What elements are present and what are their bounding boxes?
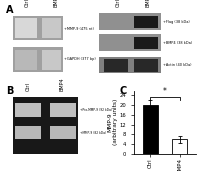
Text: +MMP-9 (475 nt): +MMP-9 (475 nt) bbox=[64, 27, 94, 31]
Bar bbox=[42, 50, 61, 70]
Bar bbox=[42, 18, 61, 38]
Text: Ctrl: Ctrl bbox=[116, 0, 120, 7]
Bar bbox=[99, 35, 161, 51]
Bar bbox=[104, 59, 128, 72]
Bar bbox=[99, 57, 161, 73]
Text: +Flag (38 kDa): +Flag (38 kDa) bbox=[163, 19, 190, 24]
Bar bbox=[15, 50, 37, 70]
Bar bbox=[13, 16, 63, 40]
Text: BMP4: BMP4 bbox=[60, 77, 65, 91]
Text: +MMP-9 (82 kDa): +MMP-9 (82 kDa) bbox=[80, 131, 106, 135]
Bar bbox=[134, 16, 158, 28]
Bar bbox=[172, 139, 187, 154]
Text: B: B bbox=[6, 86, 13, 95]
Bar bbox=[15, 126, 41, 139]
Bar bbox=[134, 59, 158, 72]
Text: +GAPDH (377 bp): +GAPDH (377 bp) bbox=[64, 57, 96, 61]
Bar bbox=[50, 126, 76, 139]
Text: +Pro-MMP-9 (92 kDa): +Pro-MMP-9 (92 kDa) bbox=[80, 108, 112, 112]
Bar bbox=[99, 14, 161, 30]
Text: BMP4: BMP4 bbox=[146, 0, 151, 7]
Bar bbox=[15, 18, 37, 38]
Text: +BMP4 (38 kDa): +BMP4 (38 kDa) bbox=[163, 41, 192, 45]
Y-axis label: MMP-9
(arbitrary units): MMP-9 (arbitrary units) bbox=[107, 99, 118, 146]
Bar bbox=[13, 47, 63, 72]
Bar bbox=[15, 103, 41, 117]
Bar bbox=[134, 37, 158, 49]
Text: +Actin (40 kDa): +Actin (40 kDa) bbox=[163, 63, 192, 67]
Text: Ctrl: Ctrl bbox=[25, 0, 30, 7]
Text: Ctrl: Ctrl bbox=[26, 82, 31, 91]
Bar bbox=[13, 97, 78, 154]
Bar bbox=[50, 103, 76, 117]
Text: A: A bbox=[6, 5, 14, 15]
Text: *: * bbox=[163, 87, 167, 96]
Bar bbox=[143, 105, 158, 154]
Text: BMP4: BMP4 bbox=[54, 0, 59, 7]
Text: C: C bbox=[120, 86, 127, 95]
